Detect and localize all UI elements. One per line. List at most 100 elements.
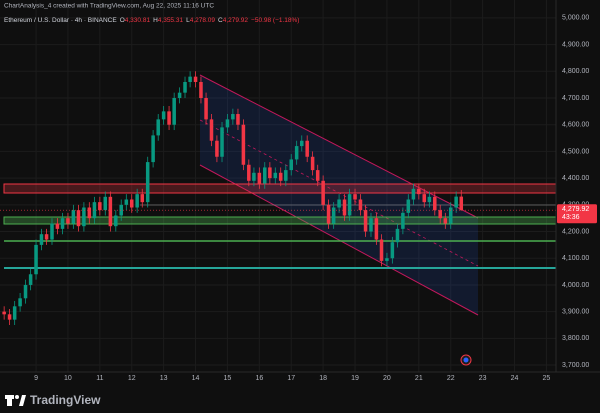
y-tick-label: 4,400.00 [562, 175, 589, 182]
ohlc-key: H [153, 17, 158, 24]
countdown: 43:36 [562, 214, 580, 221]
y-tick-label: 4,800.00 [562, 68, 589, 75]
candle-body [7, 314, 12, 320]
last-price-label: 4,279.92 [562, 206, 589, 213]
candle-body [92, 202, 97, 219]
candle-body [385, 258, 389, 261]
x-tick-label: 23 [479, 375, 487, 382]
ohlc-value: 4,278.09 [190, 17, 216, 24]
event-marker [463, 357, 469, 363]
candle-body [278, 172, 283, 181]
x-tick-label: 10 [64, 375, 72, 382]
candle-body [289, 159, 294, 171]
legend: Ethereum / U.S. Dollar · 4h · BINANCE O4,… [4, 17, 299, 24]
candle-body [454, 196, 458, 208]
y-tick-label: 4,900.00 [562, 41, 589, 48]
x-tick-label: 16 [255, 375, 263, 382]
candle-body [247, 164, 251, 181]
ohlc-key: O [120, 17, 125, 24]
candle-body [379, 239, 384, 261]
candle-body [177, 92, 182, 99]
candle-body [225, 119, 230, 128]
brand-logo [5, 395, 26, 406]
candle-body [129, 199, 134, 208]
channel-upper [199, 74, 479, 219]
candle-body [231, 114, 235, 120]
candle-body [98, 202, 102, 211]
candle-body [124, 199, 129, 205]
x-tick-label: 14 [192, 375, 200, 382]
candle-body [284, 170, 288, 181]
candle-body [60, 218, 65, 229]
candle-body [108, 196, 113, 227]
candle-body [71, 210, 76, 224]
candle-body [23, 284, 28, 299]
credit: ChartAnalysis_4 created with TradingView… [4, 3, 214, 10]
candle-body [433, 196, 437, 211]
candle-body [417, 188, 421, 195]
candle-body [199, 81, 203, 99]
candle-body [401, 212, 405, 229]
x-tick-label: 22 [447, 375, 455, 382]
candle-body [390, 242, 395, 259]
candles [0, 71, 556, 325]
resistance-zone [3, 183, 557, 194]
support-zone [3, 216, 557, 225]
footer [0, 388, 600, 413]
y-tick-label: 3,800.00 [562, 335, 589, 342]
y-tick-label: 5,000.00 [562, 15, 589, 22]
candle-body [395, 228, 400, 243]
candle-body [188, 76, 192, 82]
candle-body [66, 218, 70, 224]
x-tick-label: 15 [224, 375, 232, 382]
candle-body [374, 218, 379, 240]
ohlc-key: C [218, 17, 223, 24]
candle-body [363, 210, 368, 232]
ohlc-value: 4,355.31 [158, 17, 184, 24]
candle-body [220, 127, 224, 157]
candle-body [443, 218, 448, 224]
y-tick-label: 4,100.00 [562, 255, 589, 262]
y-tick-label: 3,700.00 [562, 362, 589, 369]
y-tick-label: 4,600.00 [562, 122, 589, 129]
candle-body [204, 98, 208, 120]
candle-body [114, 215, 118, 227]
x-tick-label: 19 [351, 375, 359, 382]
candle-body [39, 234, 44, 245]
candle-body [262, 167, 267, 184]
candle-body [161, 111, 166, 120]
ohlc-key: L [186, 17, 190, 24]
ohlc-value: 4,330.81 [125, 17, 151, 24]
candle-body [337, 199, 341, 208]
candle-body [28, 274, 33, 285]
candle-body [44, 234, 49, 240]
candle-body [294, 146, 299, 160]
candle-body [151, 135, 155, 163]
candle-body [411, 188, 416, 200]
candle-body [326, 204, 331, 224]
labels: 3,700.00 3,800.00 3,900.00 4,000.00 4,100.00… [34, 15, 597, 382]
candle-body [241, 124, 246, 165]
logo-shape [19, 395, 26, 406]
event-icon [460, 354, 472, 366]
symbol: Ethereum / U.S. Dollar · 4h · BINANCE [4, 17, 117, 24]
x-tick-label: 21 [415, 375, 423, 382]
candle-body [167, 111, 171, 125]
candle-body [55, 223, 60, 229]
candle-body [305, 140, 309, 157]
candle-body [193, 76, 198, 82]
candle-body [273, 172, 278, 179]
candle-body [103, 196, 108, 211]
x-tick-label: 25 [543, 375, 551, 382]
candle-body [119, 204, 123, 216]
candle-body [347, 194, 352, 216]
candle-body [257, 172, 262, 184]
candle-body [236, 114, 240, 125]
candle-body [353, 194, 357, 200]
candle-body [438, 210, 442, 219]
change: −50.98 (−1.18%) [251, 17, 299, 24]
brand: TradingView [30, 393, 101, 407]
candle-body [252, 172, 256, 181]
candle-body [369, 218, 373, 232]
x-tick-label: 18 [319, 375, 327, 382]
